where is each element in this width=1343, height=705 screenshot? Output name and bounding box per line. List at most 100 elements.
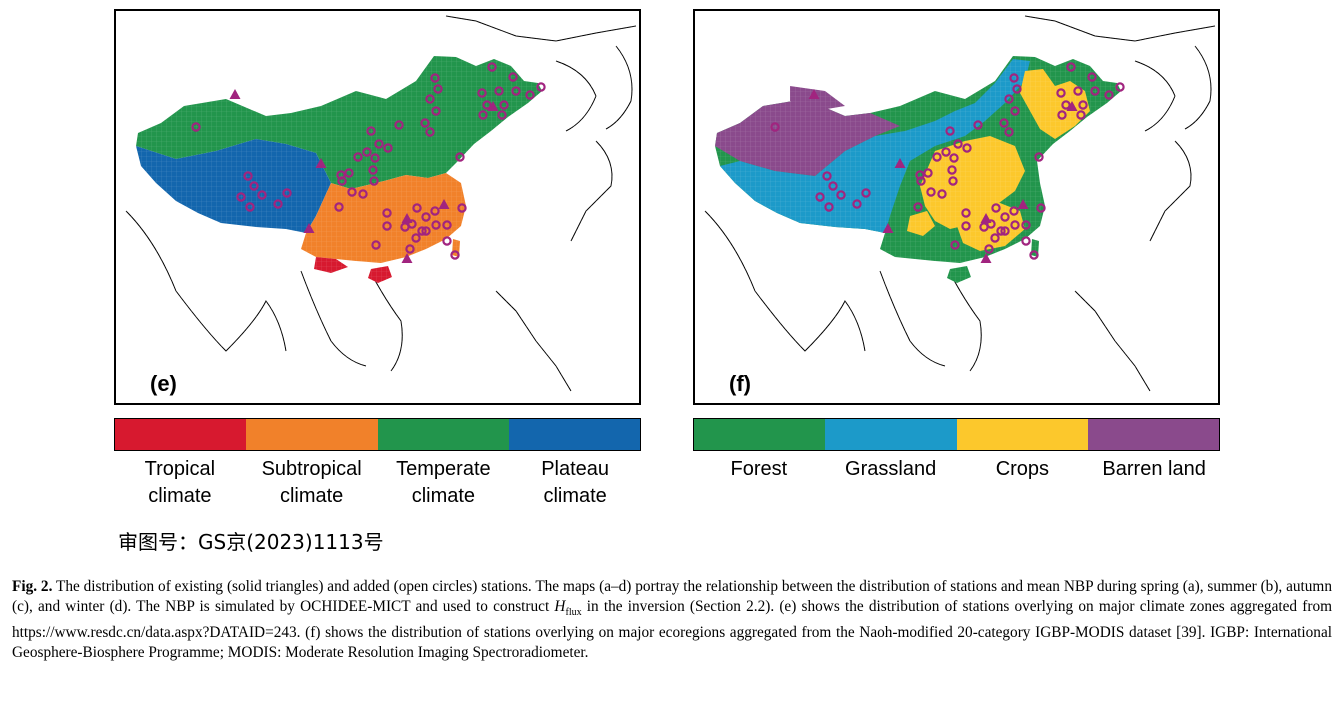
added-station-marker xyxy=(282,188,292,198)
added-station-marker xyxy=(236,192,246,202)
legend-label: Crops xyxy=(995,458,1050,480)
added-station-marker xyxy=(478,110,488,120)
added-station-marker xyxy=(382,208,392,218)
map-approval-number: 审图号：GS京(2023)1113号 xyxy=(118,530,384,554)
added-station-marker xyxy=(499,100,509,110)
added-station-marker xyxy=(362,147,372,157)
legend-swatch-subtropical xyxy=(246,419,378,450)
existing-station-marker xyxy=(894,158,906,168)
legend-label: Temperate climate xyxy=(396,458,491,507)
legend-label: Barren land xyxy=(1102,458,1206,480)
legend-swatch-barren-land xyxy=(1087,419,1219,450)
added-station-marker xyxy=(822,171,832,181)
added-station-marker xyxy=(411,233,421,243)
added-station-marker xyxy=(368,165,378,175)
added-station-marker xyxy=(442,236,452,246)
existing-station-marker xyxy=(1017,199,1029,209)
added-station-marker xyxy=(337,176,347,186)
added-station-marker xyxy=(1021,236,1031,246)
added-station-marker xyxy=(1009,73,1019,83)
legend-swatch-plateau xyxy=(508,419,640,450)
added-station-marker xyxy=(815,192,825,202)
added-station-marker xyxy=(991,203,1001,213)
added-station-marker xyxy=(1034,152,1044,162)
added-station-marker xyxy=(1012,84,1022,94)
added-station-marker xyxy=(1090,86,1100,96)
added-station-marker xyxy=(525,90,535,100)
tropical-island xyxy=(368,266,392,283)
ecoregion-legend-colorbar xyxy=(693,418,1220,451)
added-station-marker xyxy=(1010,220,1020,230)
added-station-marker xyxy=(511,86,521,96)
added-station-marker xyxy=(374,139,384,149)
added-station-marker xyxy=(861,188,871,198)
added-station-marker xyxy=(477,88,487,98)
added-station-marker xyxy=(1076,110,1086,120)
existing-station-marker xyxy=(980,213,992,223)
added-station-marker xyxy=(999,118,1009,128)
added-station-marker xyxy=(926,187,936,197)
added-station-marker xyxy=(1087,72,1097,82)
added-station-marker xyxy=(953,139,963,149)
added-station-marker xyxy=(973,120,983,130)
figure-label: Fig. 2. xyxy=(12,578,53,595)
added-station-marker xyxy=(949,153,959,163)
climate-zone-map: (e) xyxy=(114,9,641,405)
added-station-marker xyxy=(420,118,430,128)
added-station-marker xyxy=(334,202,344,212)
existing-station-marker xyxy=(980,253,992,263)
added-station-marker xyxy=(1056,88,1066,98)
added-station-marker xyxy=(824,202,834,212)
legend-swatch-grassland xyxy=(825,419,957,450)
legend-label: Plateau climate xyxy=(541,458,610,507)
added-station-marker xyxy=(382,221,392,231)
added-station-marker xyxy=(1004,127,1014,137)
added-station-marker xyxy=(371,240,381,250)
climate-legend-colorbar xyxy=(114,418,641,451)
added-station-marker xyxy=(433,84,443,94)
added-station-marker xyxy=(1061,100,1071,110)
legend-swatch-tropical xyxy=(115,419,247,450)
added-station-marker xyxy=(394,120,404,130)
added-station-marker xyxy=(1004,94,1014,104)
added-station-marker xyxy=(770,122,780,132)
added-station-marker xyxy=(450,250,460,260)
added-station-marker xyxy=(457,203,467,213)
caption-text: The distribution of existing (solid tria… xyxy=(12,578,1332,615)
caption-text: in the inversion (Section 2.2). (e) show… xyxy=(12,598,1332,662)
added-station-marker xyxy=(923,168,933,178)
legend-label: Grassland xyxy=(845,458,937,480)
added-station-marker xyxy=(828,181,838,191)
ecoregion-legend-labels: Forest Grassland Crops Barren land xyxy=(693,456,1220,483)
ecoregion-map-graphic xyxy=(695,11,1218,403)
added-station-marker xyxy=(1078,100,1088,110)
added-station-marker xyxy=(1104,90,1114,100)
added-station-marker xyxy=(990,233,1000,243)
figure-caption: Fig. 2. The distribution of existing (so… xyxy=(12,577,1332,663)
added-station-marker xyxy=(852,199,862,209)
added-station-marker xyxy=(932,152,942,162)
existing-station-marker xyxy=(882,223,894,233)
added-station-marker xyxy=(370,153,380,163)
legend-label: Forest xyxy=(730,458,788,480)
added-station-marker xyxy=(353,152,363,162)
climate-legend-labels: Tropical climate Subtropical climate Tem… xyxy=(114,456,641,510)
added-station-marker xyxy=(913,202,923,212)
added-station-marker xyxy=(1021,220,1031,230)
existing-station-marker xyxy=(315,158,327,168)
added-station-marker xyxy=(358,189,368,199)
added-station-marker xyxy=(344,168,354,178)
added-station-marker xyxy=(494,86,504,96)
added-station-marker xyxy=(425,94,435,104)
added-station-marker xyxy=(487,62,497,72)
added-station-marker xyxy=(945,126,955,136)
added-station-marker xyxy=(369,176,379,186)
added-station-marker xyxy=(257,190,267,200)
added-station-marker xyxy=(430,73,440,83)
added-station-marker xyxy=(1057,110,1067,120)
station-markers xyxy=(770,62,1125,263)
caption-variable: H xyxy=(554,598,566,615)
legend-swatch-temperate xyxy=(377,419,509,450)
added-station-marker xyxy=(245,202,255,212)
added-station-marker xyxy=(243,171,253,181)
